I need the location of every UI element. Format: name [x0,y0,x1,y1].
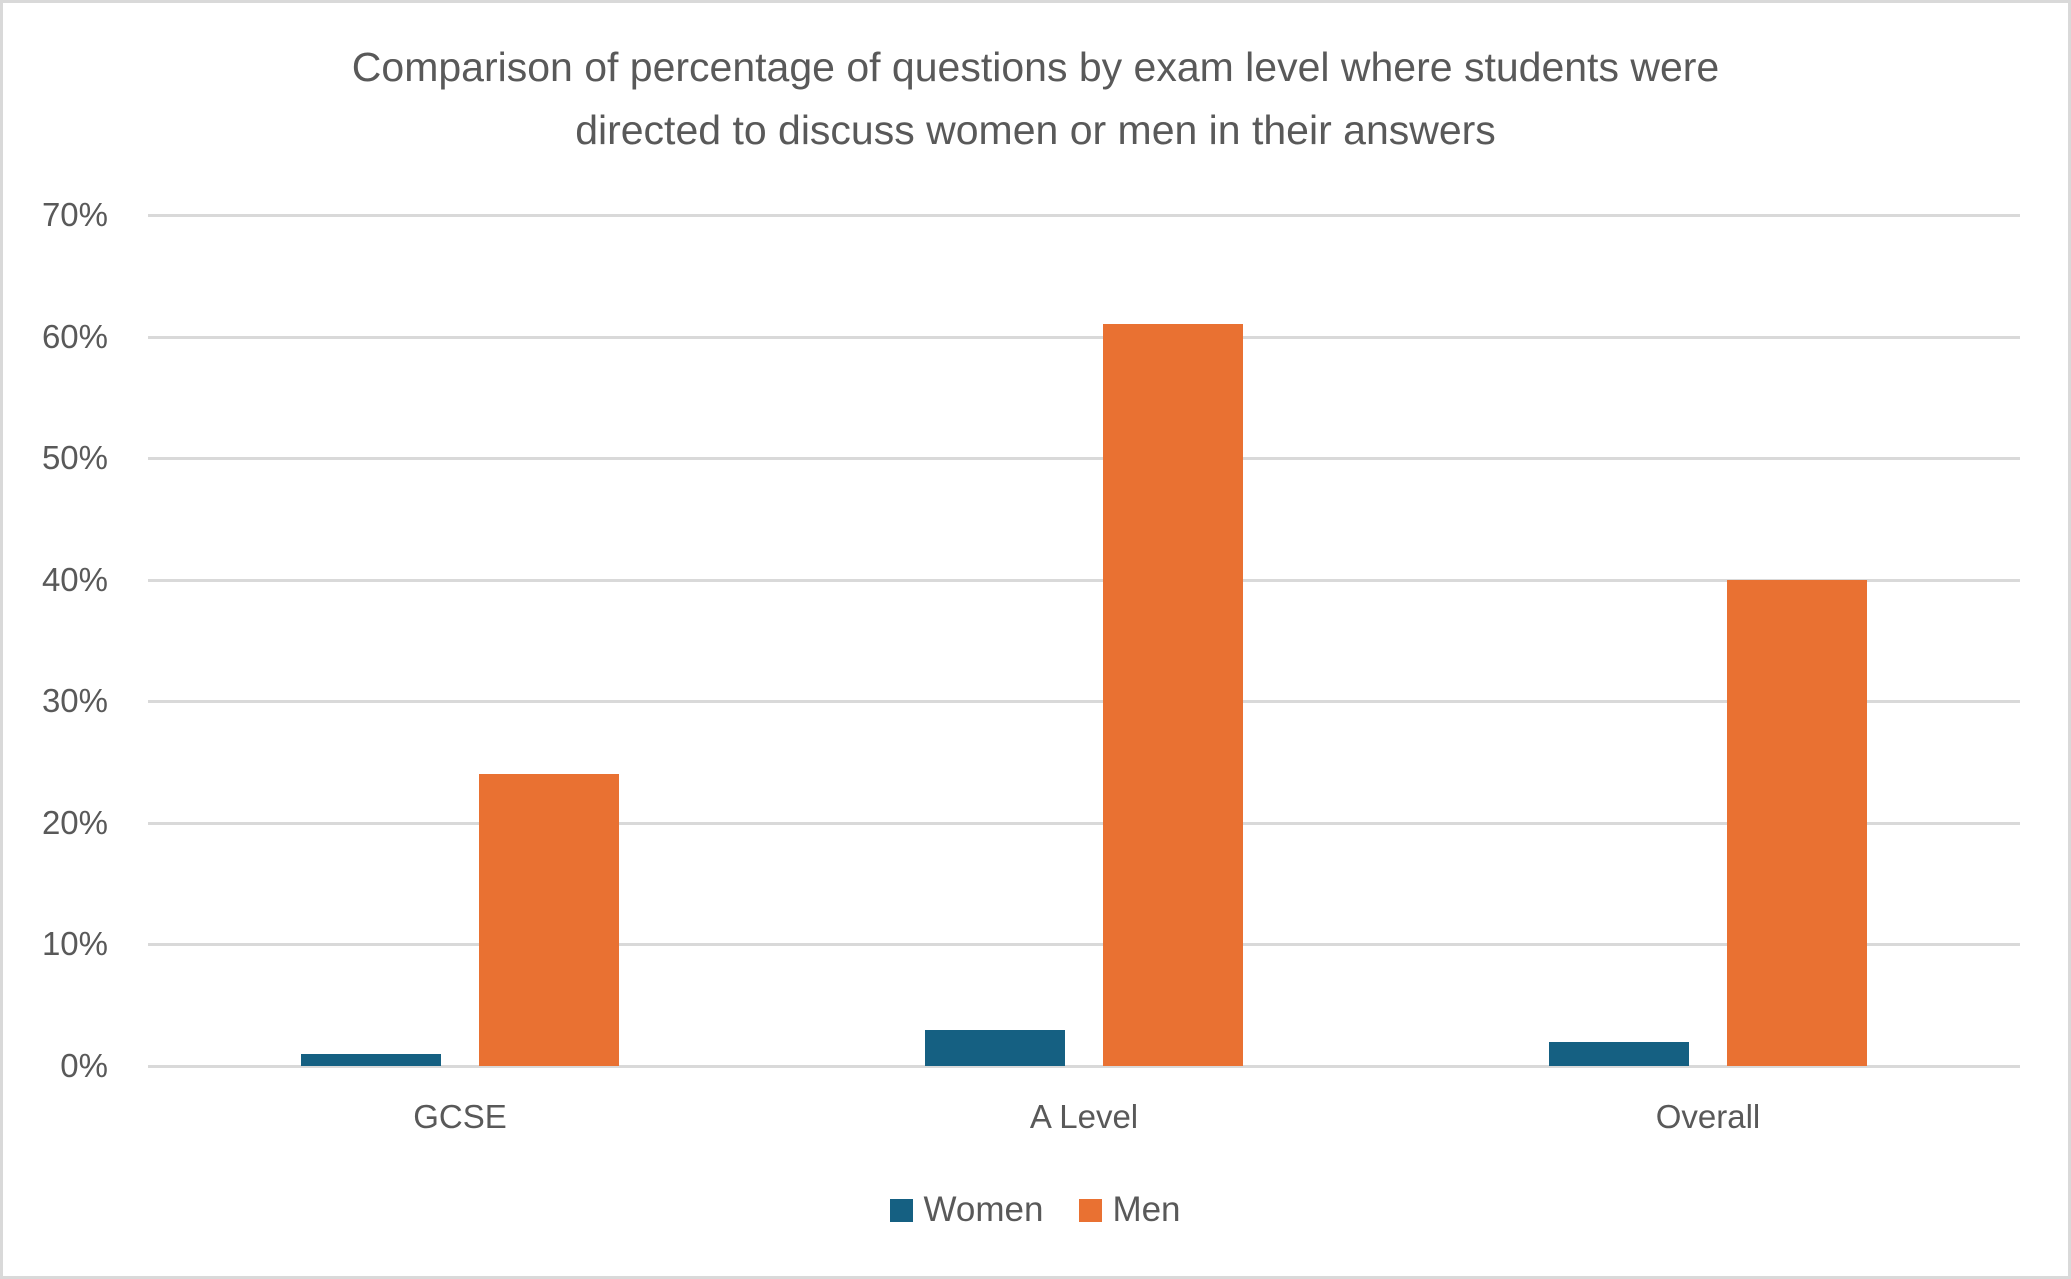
gridline [148,214,2020,217]
legend-item-men[interactable]: Men [1079,1190,1181,1230]
bar-women-gcse[interactable] [301,1053,441,1066]
legend-swatch-women [890,1198,914,1222]
legend-item-women[interactable]: Women [890,1190,1043,1230]
chart-title-line-2: directed to discuss women or men in thei… [575,107,1496,153]
legend-label-men: Men [1112,1190,1181,1229]
chart-title: Comparison of percentage of questions by… [0,36,2071,162]
y-axis-tick-label: 10% [41,925,108,963]
y-axis-tick-label: 70% [41,196,108,233]
bar-men-gcse[interactable] [479,774,619,1066]
chart-title-line-1: Comparison of percentage of questions by… [351,44,1720,90]
gridline [148,578,2020,582]
legend: Women Men [0,1190,2071,1230]
x-axis-category-label: A Level [1029,1098,1139,1135]
gridline [148,457,2020,461]
gridline [148,821,2020,825]
x-axis-category-label: Overall [1655,1098,1761,1135]
y-axis-tick-label: 20% [41,803,108,841]
gridline [148,335,2020,339]
gridline [148,943,2020,947]
y-axis-tick-label: 0% [60,1047,108,1084]
x-axis-category-label: GCSE [413,1098,507,1135]
bar-men-a-level[interactable] [1103,324,1243,1066]
y-axis-tick-label: 60% [41,317,108,355]
bar-women-overall[interactable] [1549,1041,1689,1066]
y-axis-tick-label: 40% [41,560,108,598]
y-axis-tick-label: 30% [41,682,108,720]
gridline [148,1065,2020,1068]
y-axis-tick-label: 50% [41,439,108,477]
bar-men-overall[interactable] [1727,579,1867,1066]
legend-swatch-men [1079,1198,1103,1222]
bar-women-a-level[interactable] [925,1029,1065,1066]
legend-label-women: Women [923,1190,1044,1229]
gridline [148,700,2020,704]
